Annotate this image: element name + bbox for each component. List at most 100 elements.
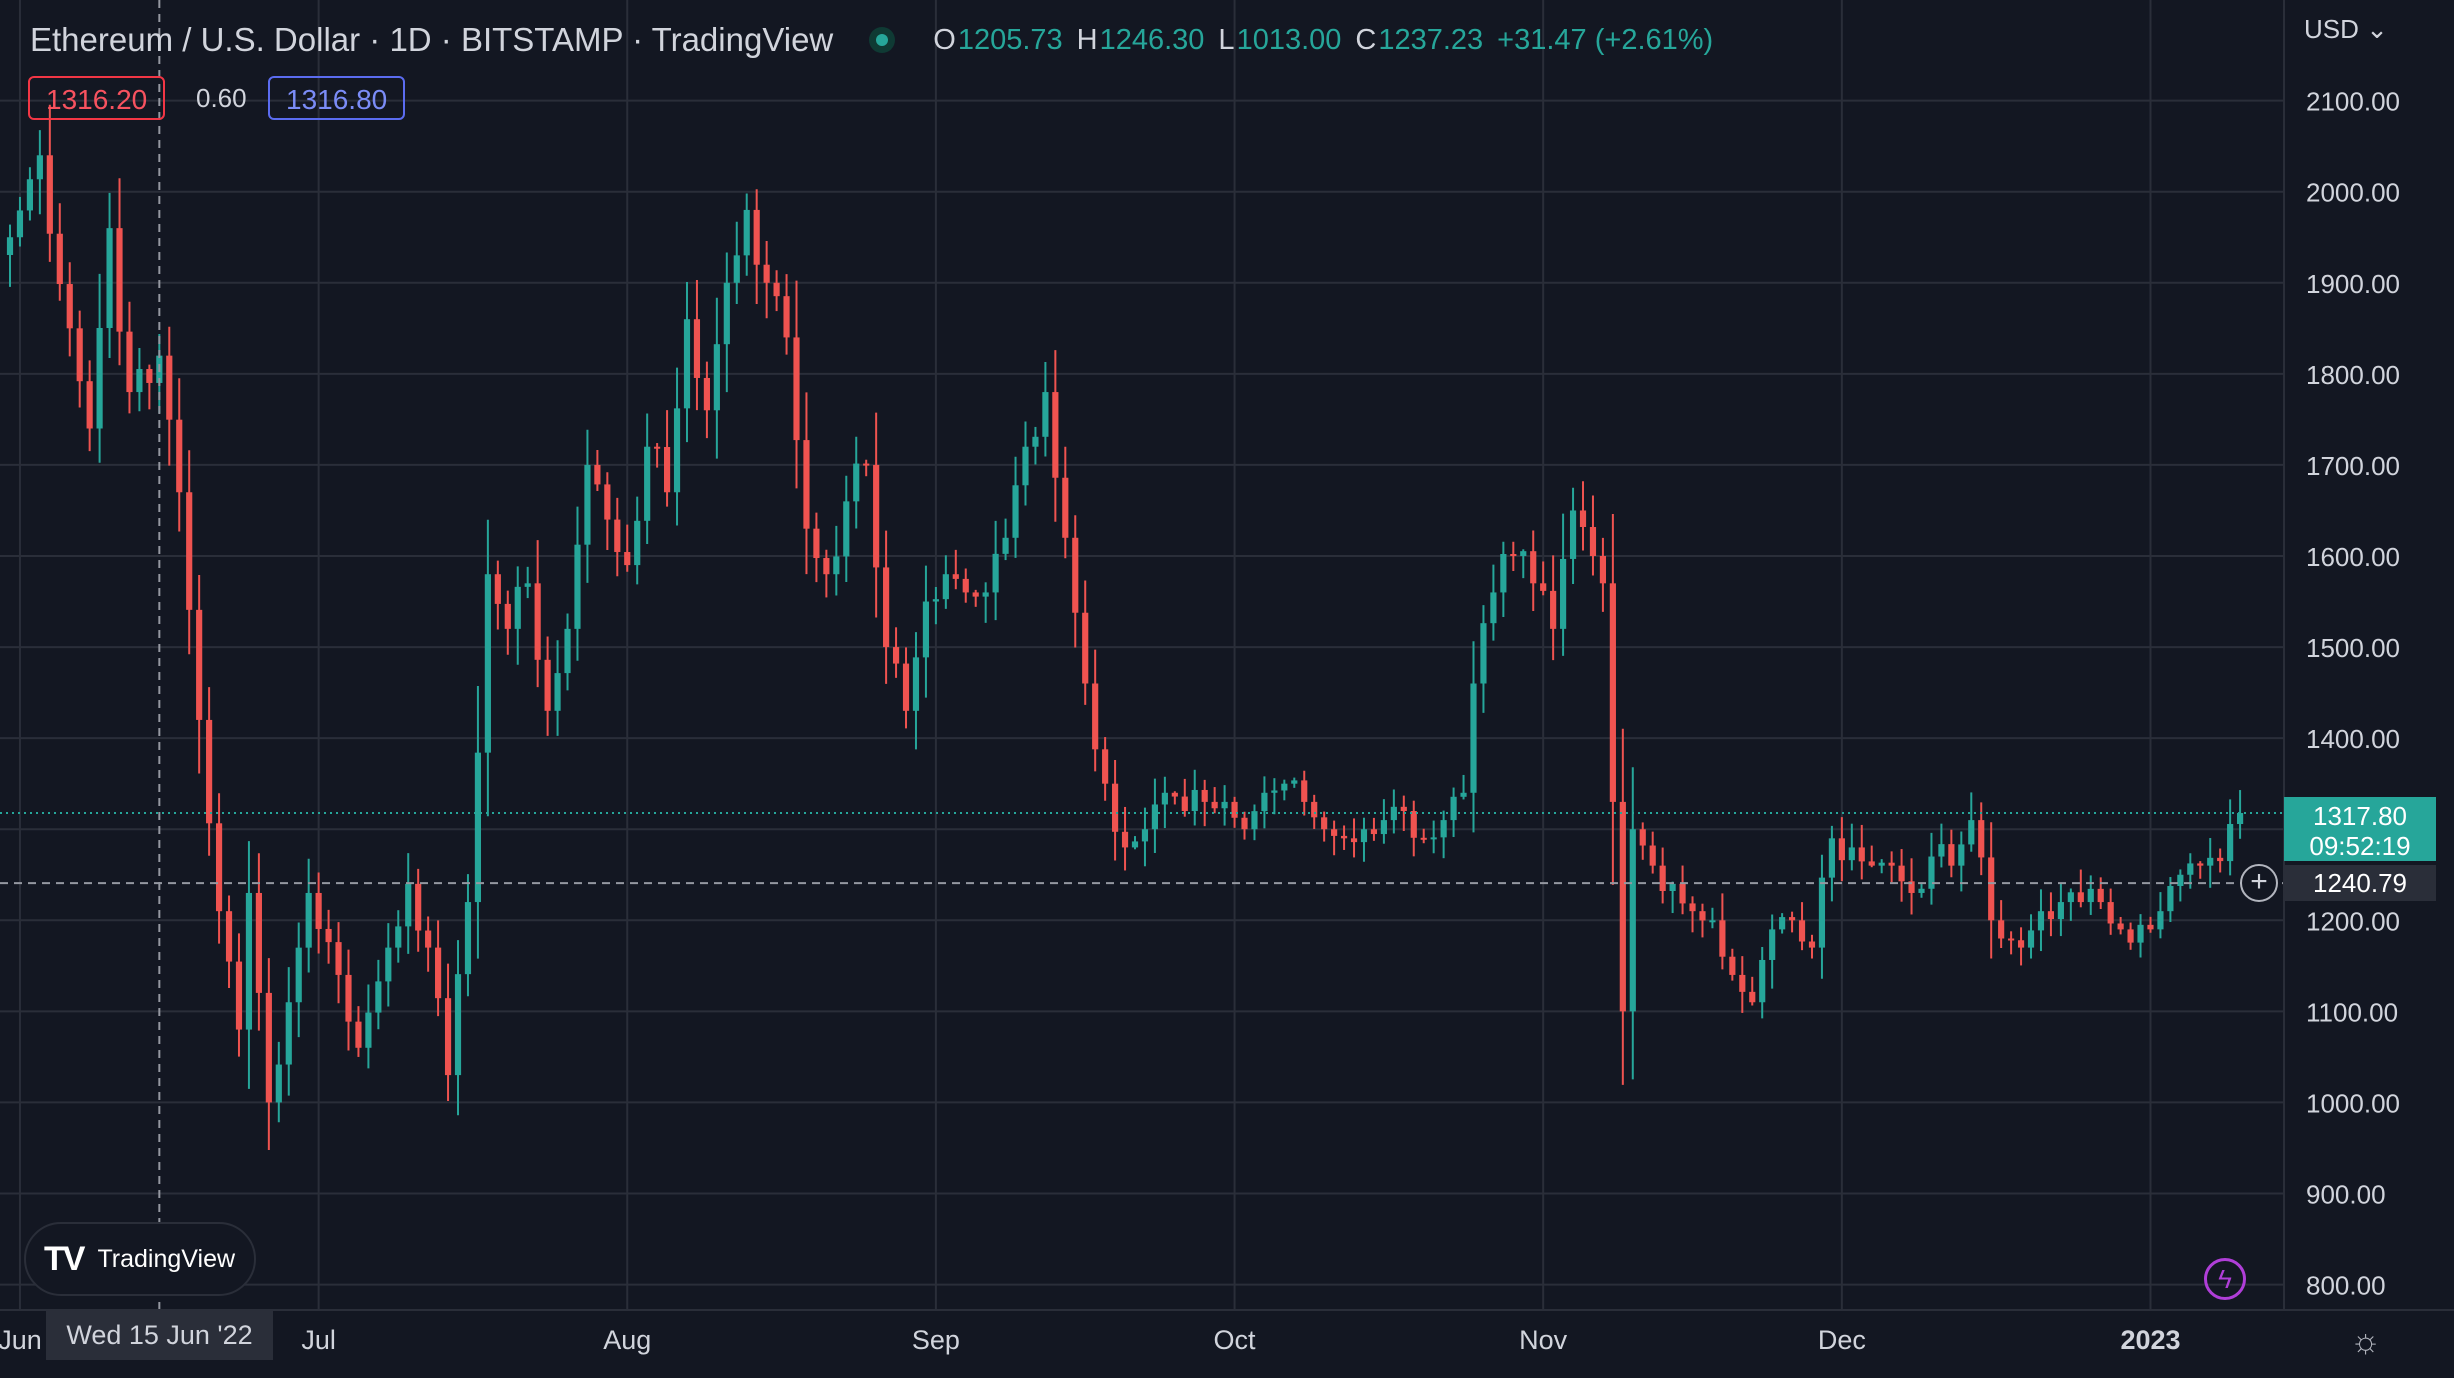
candle-body: [544, 659, 551, 711]
gear-icon[interactable]: ☼: [2350, 1322, 2382, 1360]
candle-body: [1370, 829, 1378, 835]
candle-body: [2147, 924, 2154, 930]
candle-body: [265, 992, 272, 1103]
price-tick-label: 2000.00: [2306, 178, 2400, 208]
candle-body: [1400, 806, 1407, 811]
candle-body: [2027, 930, 2035, 948]
symbol-title[interactable]: Ethereum / U.S. Dollar · 1D · BITSTAMP ·…: [30, 21, 834, 58]
candle-body: [803, 440, 810, 529]
candle-body: [1560, 558, 1567, 629]
candle-body: [1998, 920, 2005, 939]
candle-body: [833, 556, 840, 575]
candle-body: [883, 567, 890, 648]
candle-body: [2017, 940, 2025, 948]
candle-body: [385, 947, 392, 982]
price-tick-label: 1800.00: [2306, 360, 2400, 390]
currency-selector[interactable]: USD ⌄: [2304, 14, 2388, 45]
time-axis[interactable]: Jun Jul Aug Sep Oct Nov Dec 2023: [0, 1325, 2181, 1355]
candle-body: [365, 1012, 372, 1048]
candle-body: [146, 369, 153, 383]
candle-body: [2217, 857, 2224, 862]
candle-body: [1042, 392, 1049, 437]
high-value: 1246.30: [1099, 23, 1205, 56]
candle-body: [1968, 820, 1975, 845]
candle-body: [1072, 537, 1079, 613]
sell-button[interactable]: 1316.20: [28, 76, 166, 120]
candle-body: [693, 319, 701, 378]
candle-body: [554, 673, 561, 711]
price-tick-label: 1600.00: [2306, 542, 2400, 572]
candle-body: [186, 492, 193, 610]
candle-body: [614, 519, 621, 553]
candle-body: [1530, 551, 1537, 584]
time-tick-label: Jul: [301, 1325, 336, 1355]
candle-body: [1779, 917, 1786, 930]
ohlc-legend: O 1205.73 H 1246.30 L 1013.00 C 1237.23 +31.…: [919, 24, 1713, 57]
candle-body: [813, 528, 820, 559]
candle-body: [1360, 829, 1368, 843]
candle-body: [1868, 861, 1875, 866]
currency-label: USD: [2304, 14, 2359, 44]
candle-body: [176, 419, 183, 493]
candle-body: [2177, 874, 2184, 887]
candle-body: [415, 883, 422, 931]
candle-body: [892, 647, 900, 664]
time-tick-label: Nov: [1519, 1325, 1568, 1355]
candle-body: [1629, 829, 1636, 1012]
candle-body: [1470, 683, 1477, 793]
candle-body: [36, 155, 43, 180]
candle-body: [1251, 811, 1258, 830]
candle-body: [494, 574, 501, 604]
tradingview-logo[interactable]: TV TradingView: [24, 1222, 256, 1296]
candle-body: [2167, 886, 2174, 912]
candle-body: [116, 228, 123, 332]
price-tick-label: 1400.00: [2306, 724, 2400, 754]
candle-body: [1788, 917, 1796, 921]
candle-body: [1699, 911, 1706, 921]
candle-body: [435, 947, 442, 999]
candle-body: [6, 237, 14, 256]
candle-body: [1540, 583, 1547, 591]
candle-body: [474, 752, 482, 903]
candle-body: [106, 228, 113, 328]
candle-body: [1759, 959, 1766, 1003]
candle-body: [634, 520, 641, 566]
candle-body: [1022, 446, 1029, 486]
candle-body: [215, 823, 223, 912]
time-tick-label: Jun: [0, 1325, 42, 1355]
candle-body: [1012, 485, 1019, 538]
candle-body: [2157, 911, 2164, 930]
close-label: C: [1355, 23, 1377, 56]
candle-body: [1340, 835, 1348, 839]
candle-body: [1550, 590, 1557, 629]
candle-body: [225, 911, 233, 962]
candle-body: [1062, 477, 1069, 538]
candle-body: [1928, 856, 1935, 889]
candle-body: [853, 463, 860, 502]
buy-button[interactable]: 1316.80: [268, 76, 406, 120]
price-tick-label: 1900.00: [2306, 269, 2400, 299]
candle-body: [1908, 881, 1915, 893]
overlay-lines: [0, 0, 2284, 1310]
candle-body: [2127, 929, 2134, 943]
time-tick-label: Oct: [1214, 1325, 1257, 1355]
candle-body: [2077, 892, 2084, 903]
time-tick-label: Sep: [912, 1325, 960, 1355]
candle-body: [1569, 510, 1577, 559]
candle-body: [504, 603, 511, 629]
lightning-icon[interactable]: ϟ: [2204, 1258, 2246, 1300]
candle-body: [2137, 924, 2144, 943]
market-status-icon[interactable]: [869, 27, 896, 53]
low-value: 1013.00: [1236, 23, 1342, 56]
candle-body: [1121, 831, 1129, 848]
candle-body: [136, 369, 143, 393]
candle-body: [863, 463, 870, 466]
price-axis[interactable]: 800.00 900.00 1000.00 1100.00 1200.00 1400.00…: [2306, 87, 2400, 1301]
add-alert-plus-icon[interactable]: +: [2240, 864, 2278, 903]
candle-body: [1729, 956, 1736, 975]
candle-body: [843, 501, 850, 557]
candle-body: [773, 282, 780, 297]
candle-body: [1898, 865, 1905, 882]
